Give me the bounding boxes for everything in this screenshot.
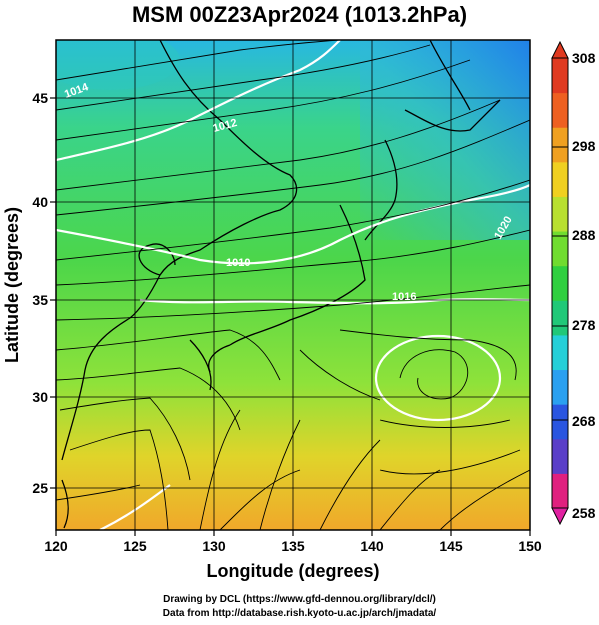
colorbar-segment <box>552 265 568 301</box>
colorbar-tick-label: 278 <box>572 317 596 333</box>
colorbar-tick-label: 268 <box>572 413 596 429</box>
x-tick-label: 120 <box>44 538 68 554</box>
x-tick-label: 140 <box>360 538 384 554</box>
footer-credit-data: Data from http://database.rish.kyoto-u.a… <box>162 608 437 619</box>
y-axis <box>50 97 56 489</box>
y-tick-label: 25 <box>32 480 48 496</box>
y-tick-label: 30 <box>32 389 48 405</box>
y-tick-label: 35 <box>32 292 48 308</box>
colorbar-segment <box>552 231 568 267</box>
x-tick-label: 125 <box>123 538 147 554</box>
colorbar-segment <box>552 404 568 440</box>
colorbar-min-arrow <box>551 507 569 526</box>
isobar-label-1010: 1010 <box>226 257 250 269</box>
grid <box>56 40 530 530</box>
footer-credit-dcl: Drawing by DCL (https://www.gfd-dennou.o… <box>163 594 436 605</box>
colorbar-tick-label: 308 <box>572 50 596 66</box>
colorbar-tick-label: 288 <box>572 227 596 243</box>
colorbar-segment <box>552 300 568 336</box>
x-tick-label: 145 <box>439 538 463 554</box>
chart-title: MSM 00Z23Apr2024 (1013.2hPa) <box>131 2 468 27</box>
colorbar: 308 298 288 278 268 258 <box>551 40 596 526</box>
colorbar-segment <box>552 473 568 509</box>
colorbar-segment <box>552 92 568 128</box>
x-tick-label: 150 <box>518 538 542 554</box>
y-axis-title: Latitude (degrees) <box>2 207 22 363</box>
wind-streamlines <box>56 40 530 530</box>
colorbar-segment <box>552 196 568 232</box>
colorbar-segment <box>552 127 568 163</box>
colorbar-segment <box>552 161 568 197</box>
colorbar-tick-label: 298 <box>572 138 596 154</box>
x-axis-title: Longitude (degrees) <box>206 561 379 581</box>
x-tick-label: 135 <box>281 538 305 554</box>
colorbar-segment <box>552 369 568 405</box>
isobar-label-1016: 1016 <box>392 291 416 303</box>
y-tick-label: 40 <box>32 194 48 210</box>
x-tick-label: 130 <box>202 538 226 554</box>
colorbar-max-arrow <box>551 40 569 59</box>
x-axis <box>55 530 531 536</box>
temperature-field: 1014 1012 1010 1016 1020 <box>56 40 530 530</box>
colorbar-segment <box>552 438 568 474</box>
y-tick-label: 45 <box>32 90 48 106</box>
colorbar-tick-label: 258 <box>572 505 596 521</box>
colorbar-segment <box>552 58 568 94</box>
colorbar-segment <box>552 334 568 371</box>
colorbar-frame <box>551 57 569 509</box>
